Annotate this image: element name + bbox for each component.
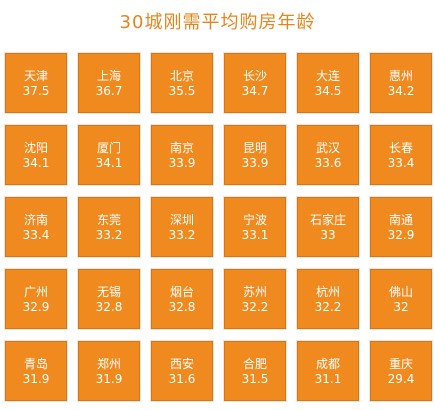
average-age-value: 33.9 (241, 155, 269, 170)
average-age-value: 32.2 (241, 299, 269, 314)
city-name: 南京 (169, 140, 194, 155)
city-tile: 杭州 32.2 (296, 268, 360, 330)
city-tile: 昆明 33.9 (223, 124, 287, 186)
city-tile: 南京 33.9 (150, 124, 214, 186)
city-name: 武汉 (315, 140, 340, 155)
average-age-value: 32.8 (168, 299, 196, 314)
city-tile: 广州 32.9 (4, 268, 68, 330)
city-name: 济南 (23, 212, 48, 227)
city-tile: 东莞 33.2 (77, 196, 141, 258)
average-age-value: 34.1 (95, 155, 123, 170)
city-tile: 成都 31.1 (296, 340, 360, 402)
average-age-value: 32.2 (314, 299, 342, 314)
city-name: 天津 (23, 68, 48, 83)
average-age-value: 31.1 (314, 371, 342, 386)
city-name: 惠州 (388, 68, 413, 83)
city-tile: 长沙 34.7 (223, 52, 287, 114)
average-age-value: 33.9 (168, 155, 196, 170)
city-name: 合肥 (242, 356, 267, 371)
city-name: 上海 (96, 68, 121, 83)
city-name: 长沙 (242, 68, 267, 83)
average-age-value: 37.5 (22, 83, 50, 98)
average-age-value: 34.5 (314, 83, 342, 98)
city-name: 西安 (169, 356, 194, 371)
city-name: 青岛 (23, 356, 48, 371)
city-tile: 宁波 33.1 (223, 196, 287, 258)
city-tile: 天津 37.5 (4, 52, 68, 114)
city-tile: 厦门 34.1 (77, 124, 141, 186)
average-age-value: 33.1 (241, 227, 269, 242)
average-age-value: 29.4 (387, 371, 415, 386)
city-name: 佛山 (388, 284, 413, 299)
city-tile: 武汉 33.6 (296, 124, 360, 186)
average-age-value: 34.7 (241, 83, 269, 98)
average-age-value: 31.9 (22, 371, 50, 386)
average-age-value: 33.4 (387, 155, 415, 170)
average-age-value: 32 (393, 299, 409, 314)
city-name: 烟台 (169, 284, 194, 299)
city-tile: 南通 32.9 (369, 196, 433, 258)
city-tile: 济南 33.4 (4, 196, 68, 258)
city-name: 苏州 (242, 284, 267, 299)
city-name: 北京 (169, 68, 194, 83)
average-age-value: 31.9 (95, 371, 123, 386)
city-tile: 惠州 34.2 (369, 52, 433, 114)
average-age-value: 31.5 (241, 371, 269, 386)
city-name: 长春 (388, 140, 413, 155)
average-age-value: 32.9 (387, 227, 415, 242)
average-age-value: 32.8 (95, 299, 123, 314)
average-age-value: 31.6 (168, 371, 196, 386)
city-tile: 西安 31.6 (150, 340, 214, 402)
city-tile: 郑州 31.9 (77, 340, 141, 402)
city-tile: 大连 34.5 (296, 52, 360, 114)
average-age-value: 33.2 (95, 227, 123, 242)
city-name: 石家庄 (309, 212, 346, 227)
city-tile: 沈阳 34.1 (4, 124, 68, 186)
average-age-value: 34.1 (22, 155, 50, 170)
city-tile: 烟台 32.8 (150, 268, 214, 330)
average-age-value: 32.9 (22, 299, 50, 314)
city-name: 杭州 (315, 284, 340, 299)
average-age-value: 33 (320, 227, 336, 242)
city-name: 厦门 (96, 140, 121, 155)
chart-title: 30城刚需平均购房年龄 (119, 12, 316, 33)
city-name: 重庆 (388, 356, 413, 371)
city-tile: 苏州 32.2 (223, 268, 287, 330)
city-name: 成都 (315, 356, 340, 371)
city-tile: 长春 33.4 (369, 124, 433, 186)
city-tile: 无锡 32.8 (77, 268, 141, 330)
city-tile: 北京 35.5 (150, 52, 214, 114)
city-name: 宁波 (242, 212, 267, 227)
average-age-value: 33.6 (314, 155, 342, 170)
city-tile: 上海 36.7 (77, 52, 141, 114)
city-name: 郑州 (96, 356, 121, 371)
city-name: 南通 (388, 212, 413, 227)
city-tile: 合肥 31.5 (223, 340, 287, 402)
city-name: 广州 (23, 284, 48, 299)
city-name: 无锡 (96, 284, 121, 299)
city-name: 昆明 (242, 140, 267, 155)
city-name: 沈阳 (23, 140, 48, 155)
city-tile: 深圳 33.2 (150, 196, 214, 258)
average-age-value: 35.5 (168, 83, 196, 98)
city-name: 深圳 (169, 212, 194, 227)
city-tile: 青岛 31.9 (4, 340, 68, 402)
average-age-value: 34.2 (387, 83, 415, 98)
city-tile: 石家庄 33 (296, 196, 360, 258)
average-age-value: 36.7 (95, 83, 123, 98)
city-tile: 佛山 32 (369, 268, 433, 330)
city-name: 大连 (315, 68, 340, 83)
average-age-value: 33.2 (168, 227, 196, 242)
average-age-value: 33.4 (22, 227, 50, 242)
city-name: 东莞 (96, 212, 121, 227)
city-tile: 重庆 29.4 (369, 340, 433, 402)
